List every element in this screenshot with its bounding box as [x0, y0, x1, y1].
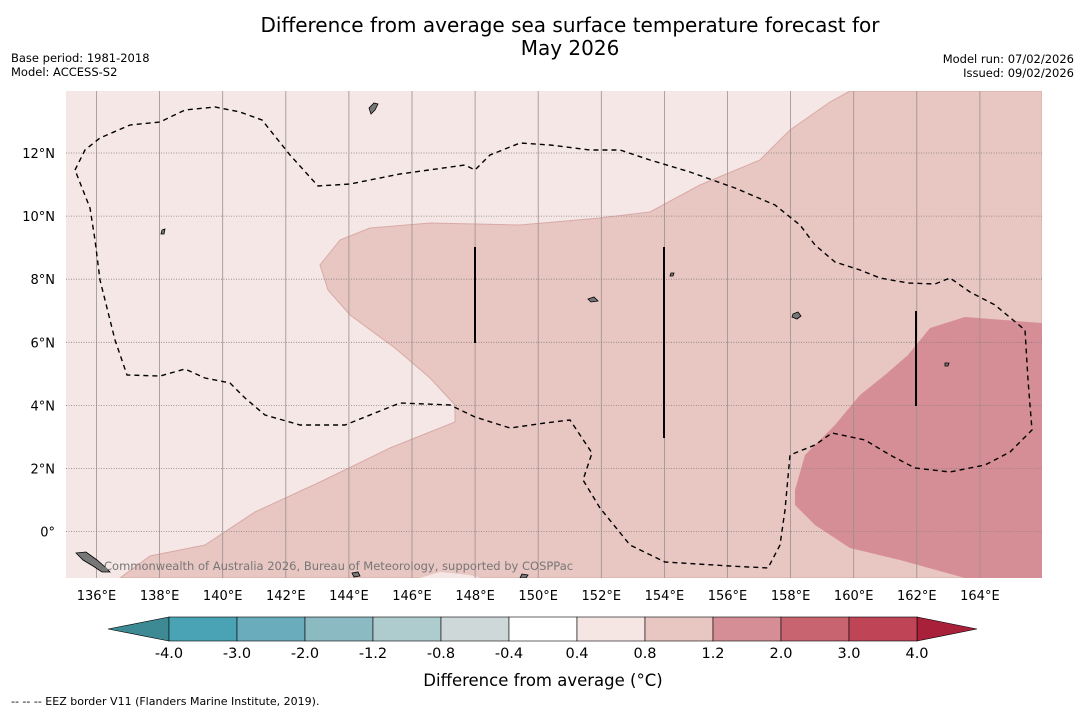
longitude-tick-label: 140°E: [203, 589, 243, 604]
colorbar-swatch: [508, 616, 578, 642]
island-yap: [160, 228, 166, 235]
map-graticule: [66, 91, 1042, 578]
island-manus: [351, 571, 361, 578]
colorbar-tick-label: 2.0: [769, 646, 792, 662]
eez-legend-note: -- -- -- EEZ border V11 (Flanders Marine…: [11, 695, 320, 708]
longitude-tick-label: 162°E: [897, 589, 937, 604]
longitude-tick-label: 150°E: [518, 589, 558, 604]
longitude-tick-label: 148°E: [455, 589, 495, 604]
latitude-tick-label: 2°N: [31, 463, 56, 478]
longitude-tick-label: 154°E: [645, 589, 685, 604]
longitude-tick-label: 138°E: [140, 589, 180, 604]
colorbar-tick-label: -4.0: [155, 646, 183, 662]
island-kosrae: [944, 362, 950, 367]
island-small-1: [519, 573, 529, 578]
longitude-tick-label: 136°E: [77, 589, 117, 604]
latitude-tick-label: 12°N: [22, 147, 55, 162]
forecast-lines: [474, 247, 917, 438]
band-0-4-to-0-8-patch: [420, 572, 480, 578]
colorbar-swatch: [168, 616, 238, 642]
colorbar-tick-label: 3.0: [837, 646, 860, 662]
colorbar-swatch: [712, 616, 782, 642]
colorbar-tick-label: 1.2: [701, 646, 724, 662]
longitude-tick-label: 164°E: [960, 589, 1000, 604]
issued-date: Issued: 09/02/2026: [963, 66, 1074, 80]
run-info: Model run: 07/02/2026 Issued: 09/02/2026: [943, 52, 1074, 80]
longitude-labels: 136°E 138°E 140°E 142°E 144°E 146°E 148°E 150°E…: [77, 589, 1000, 604]
latitude-tick-label: 4°N: [31, 399, 56, 414]
colorbar-swatch: [644, 616, 714, 642]
longitude-tick-label: 158°E: [771, 589, 811, 604]
title-line-2: May 2026: [520, 36, 620, 60]
longitude-tick-label: 142°E: [266, 589, 306, 604]
island-pohnpei: [791, 311, 802, 320]
colorbar-swatch: [848, 616, 918, 642]
colorbar-high-extend: [916, 616, 978, 642]
colorbar-tick-label: -1.2: [359, 646, 387, 662]
island-guam: [368, 102, 379, 115]
longitude-tick-label: 146°E: [392, 589, 432, 604]
plot-area: Commonwealth of Australia 2026, Bureau o…: [66, 91, 1042, 578]
colorbar-tick-label: 4.0: [905, 646, 928, 662]
island-chuuk: [587, 296, 599, 303]
colorbar-swatch: [236, 616, 306, 642]
colorbar-tick-label: -2.0: [291, 646, 319, 662]
title-line-1: Difference from average sea surface temp…: [260, 13, 880, 37]
latitude-labels: 12°N 10°N 8°N 6°N 4°N 2°N 0°: [22, 147, 55, 541]
colorbar-swatch: [440, 616, 510, 642]
colorbar-swatch: [780, 616, 850, 642]
map-title: Difference from average sea surface temp…: [0, 14, 1085, 60]
latitude-tick-label: 8°N: [31, 273, 56, 288]
longitude-tick-label: 156°E: [708, 589, 748, 604]
longitude-tick-label: 152°E: [582, 589, 622, 604]
island-small-2: [669, 272, 675, 277]
latitude-tick-label: 0°: [40, 526, 55, 541]
latitude-tick-label: 10°N: [22, 210, 55, 225]
island-new-guinea-tip: [75, 551, 111, 573]
longitude-tick-label: 144°E: [329, 589, 369, 604]
colorbar-tick-label: 0.4: [565, 646, 588, 662]
eez-border: [74, 106, 1033, 569]
colorbar-tick-label: 0.8: [633, 646, 656, 662]
model-run-date: Model run: 07/02/2026: [942, 52, 1074, 66]
latitude-tick-label: 6°N: [31, 336, 56, 351]
colorbar-swatch: [576, 616, 646, 642]
colorbar-tick-label: -0.4: [495, 646, 523, 662]
copyright-notice: Commonwealth of Australia 2026, Bureau o…: [104, 559, 573, 573]
colorbar-label: Difference from average (°C): [423, 671, 662, 690]
model-name: Model: ACCESS-S2: [11, 65, 118, 79]
islands: [75, 102, 950, 578]
model-info: Base period: 1981-2018 Model: ACCESS-S2: [11, 51, 150, 79]
colorbar-swatch: [372, 616, 442, 642]
colorbar-tick-label: -0.8: [427, 646, 455, 662]
longitude-tick-label: 160°E: [834, 589, 874, 604]
colorbar-tick-label: -3.0: [223, 646, 251, 662]
colorbar-swatch: [304, 616, 374, 642]
colorbar: -4.0 -3.0 -2.0 -1.2 -0.8 -0.4 0.4 0.8 1.2 2.0 3.0 4…: [107, 616, 978, 662]
colorbar-low-extend: [107, 616, 170, 642]
base-period: Base period: 1981-2018: [11, 51, 150, 65]
